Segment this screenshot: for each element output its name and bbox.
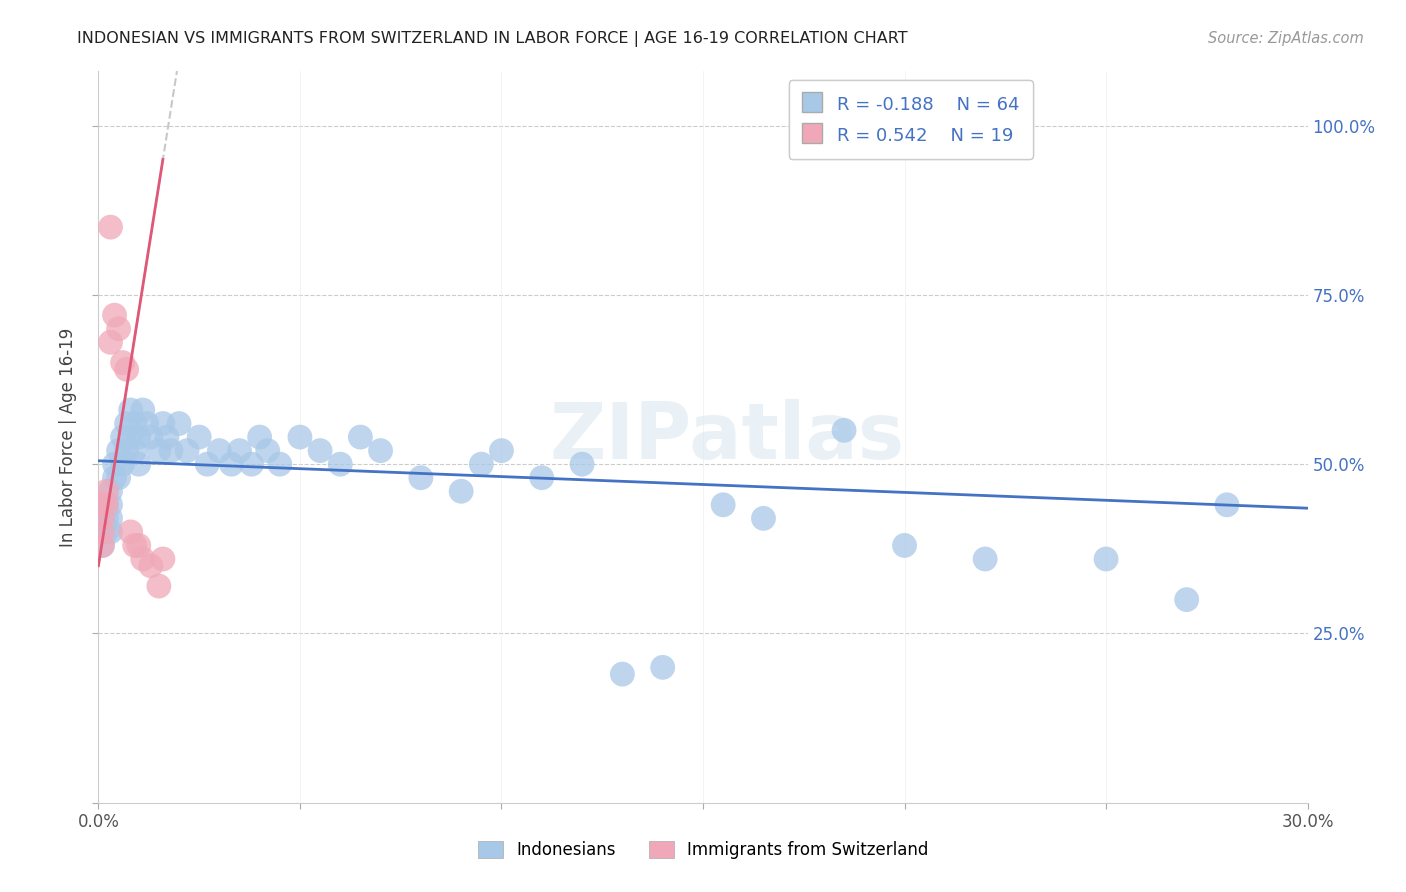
Point (752, 511, 775, 525)
Text: INDONESIAN VS IMMIGRANTS FROM SWITZERLAND IN LABOR FORCE | AGE 16-19 CORRELATION: INDONESIAN VS IMMIGRANTS FROM SWITZERLAN… (77, 31, 908, 47)
Point (128, 538, 150, 552)
Point (195, 457, 218, 471)
Point (91, 511, 114, 525)
Point (208, 443, 231, 458)
Point (470, 457, 492, 471)
Point (111, 457, 134, 471)
Point (124, 417, 146, 431)
Point (91, 538, 114, 552)
Point (96, 511, 118, 525)
Point (148, 443, 170, 458)
Point (139, 558, 162, 573)
Point (612, 667, 634, 681)
Point (115, 362, 138, 376)
Point (974, 552, 997, 566)
Point (832, 423, 855, 437)
Point (156, 430, 179, 444)
Point (249, 430, 271, 444)
Legend: R = -0.188    N = 64, R = 0.542    N = 19: R = -0.188 N = 64, R = 0.542 N = 19 (789, 80, 1032, 159)
Point (409, 471, 432, 485)
Point (100, 220, 122, 235)
Point (128, 430, 150, 444)
Point (135, 417, 157, 431)
Point (91, 524, 114, 539)
Point (1095, 552, 1118, 566)
Point (329, 457, 352, 471)
Point (1216, 498, 1239, 512)
Point (91, 524, 114, 539)
Text: ZIPatlas: ZIPatlas (550, 399, 904, 475)
Point (100, 524, 122, 539)
Point (530, 471, 553, 485)
Point (152, 417, 174, 431)
Point (91, 498, 114, 512)
Point (288, 430, 311, 444)
Point (115, 417, 138, 431)
Point (370, 443, 392, 458)
Point (176, 443, 198, 458)
Point (111, 430, 134, 444)
Point (228, 443, 250, 458)
Point (115, 443, 138, 458)
Point (450, 484, 472, 499)
Point (96, 498, 118, 512)
Point (91, 498, 114, 512)
Point (309, 443, 332, 458)
Point (240, 457, 263, 471)
Point (107, 443, 129, 458)
Y-axis label: In Labor Force | Age 16-19: In Labor Force | Age 16-19 (59, 327, 77, 547)
Point (571, 457, 593, 471)
Point (100, 335, 122, 350)
Point (893, 538, 915, 552)
Point (160, 443, 183, 458)
Point (148, 579, 170, 593)
Point (132, 552, 155, 566)
Point (100, 511, 122, 525)
Point (91, 538, 114, 552)
Point (349, 430, 371, 444)
Point (221, 457, 243, 471)
Legend: Indonesians, Immigrants from Switzerland: Indonesians, Immigrants from Switzerland (471, 834, 935, 866)
Point (491, 443, 513, 458)
Point (152, 552, 174, 566)
Point (711, 498, 734, 512)
Point (1175, 592, 1198, 607)
Point (128, 457, 150, 471)
Point (120, 430, 142, 444)
Point (120, 524, 142, 539)
Point (103, 471, 125, 485)
Point (139, 430, 162, 444)
Point (188, 430, 211, 444)
Point (651, 660, 673, 674)
Point (124, 443, 146, 458)
Point (107, 322, 129, 336)
Point (100, 484, 122, 499)
Point (269, 457, 291, 471)
Point (132, 403, 155, 417)
Point (103, 308, 125, 322)
Point (120, 403, 142, 417)
Point (167, 417, 190, 431)
Point (111, 355, 134, 369)
Point (124, 538, 146, 552)
Point (103, 457, 125, 471)
Point (96, 524, 118, 539)
Point (107, 471, 129, 485)
Point (96, 498, 118, 512)
Point (91, 511, 114, 525)
Point (96, 484, 118, 499)
Text: Source: ZipAtlas.com: Source: ZipAtlas.com (1208, 31, 1364, 46)
Point (100, 498, 122, 512)
Point (256, 443, 278, 458)
